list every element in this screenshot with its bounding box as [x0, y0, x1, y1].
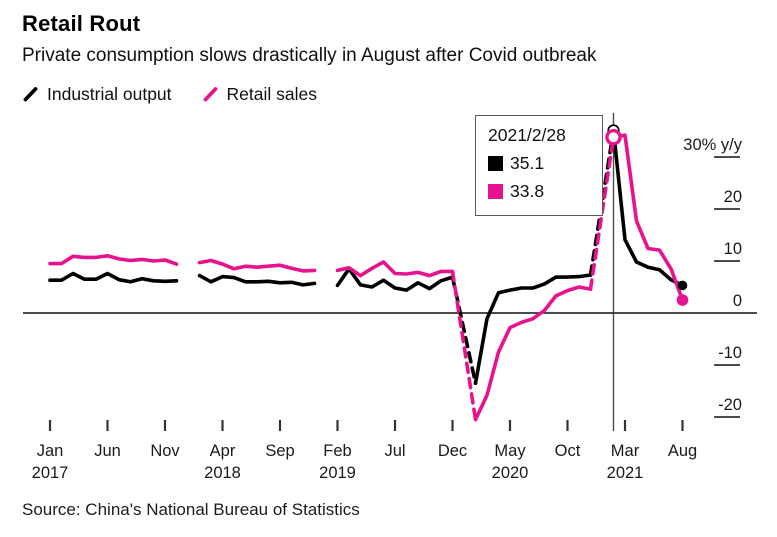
legend-item-retail-sales[interactable]: Retail sales — [202, 84, 317, 105]
x-axis-month-label: Apr — [210, 442, 236, 460]
legend-swatch-1 — [203, 87, 217, 102]
series-line-industrial-output — [588, 128, 616, 277]
series-line-retail-sales — [611, 133, 685, 302]
x-axis-year-label: 2021 — [607, 464, 644, 482]
legend-label: Industrial output — [47, 84, 172, 104]
x-axis-month-label: May — [494, 442, 526, 460]
end-marker-industrial-output — [677, 280, 688, 291]
y-axis-label: 20 — [724, 188, 742, 206]
tooltip-date: 2021/2/28 — [488, 125, 566, 145]
line-swatch-icon — [22, 86, 39, 103]
series-line-retail-sales — [335, 260, 455, 278]
x-axis-month-label: Mar — [611, 442, 640, 460]
x-axis-month-label: Jan — [37, 442, 64, 460]
series-line-industrial-output — [48, 271, 179, 284]
tooltip-swatch-1 — [488, 184, 503, 199]
series-line-industrial-output — [611, 128, 685, 288]
series-line-industrial-output — [197, 273, 317, 287]
y-axis-label: 30% y/y — [683, 136, 742, 154]
legend-swatch-0 — [23, 87, 38, 102]
legend-label: Retail sales — [226, 84, 317, 104]
x-axis-month-label: Nov — [150, 442, 180, 460]
source-note: Source: China's National Bureau of Stati… — [22, 500, 360, 519]
x-axis-year-label: 2018 — [204, 464, 241, 482]
x-axis-month-label: Sep — [265, 442, 294, 460]
tooltip-row-retail-sales: 33.8 — [488, 181, 594, 202]
peak-marker-retail-sales — [605, 128, 622, 146]
series-line-retail-sales — [450, 269, 478, 422]
tooltip-swatch-0 — [488, 156, 503, 171]
series-line-retail-sales — [473, 285, 593, 422]
series-line-retail-sales — [197, 258, 317, 273]
chart-subtitle: Private consumption slows drastically in… — [22, 45, 597, 66]
legend-item-industrial-output[interactable]: Industrial output — [22, 84, 172, 105]
y-axis-label: 0 — [733, 292, 742, 310]
x-axis-year-label: 2017 — [32, 464, 69, 482]
x-axis-year-label: 2019 — [319, 464, 356, 482]
y-axis-label: -10 — [718, 344, 742, 362]
tooltip-value: 33.8 — [510, 181, 545, 201]
series-line-retail-sales — [48, 254, 179, 266]
series-line-industrial-output — [473, 273, 593, 385]
x-axis-month-label: Aug — [668, 442, 697, 460]
x-axis-month-label: Jun — [94, 442, 121, 460]
x-axis-year-label: 2020 — [492, 464, 529, 482]
tooltip-row-industrial-output: 35.1 — [488, 153, 594, 174]
chart-title: Retail Rout — [22, 11, 141, 36]
line-swatch-icon — [202, 86, 219, 103]
hover-tooltip: 2021/2/28 35.1 33.8 — [475, 115, 603, 216]
x-axis-month-label: Jul — [384, 442, 405, 460]
y-axis-label: 10 — [724, 240, 742, 258]
end-marker-retail-sales — [676, 294, 689, 306]
y-axis-label: -20 — [718, 396, 742, 414]
x-axis-month-label: Feb — [323, 442, 351, 460]
x-axis-month-label: Oct — [555, 442, 581, 460]
series-line-industrial-output — [335, 267, 455, 292]
tooltip-value: 35.1 — [510, 153, 545, 173]
x-axis-month-label: Dec — [438, 442, 467, 460]
legend: Industrial output Retail sales — [22, 84, 317, 105]
